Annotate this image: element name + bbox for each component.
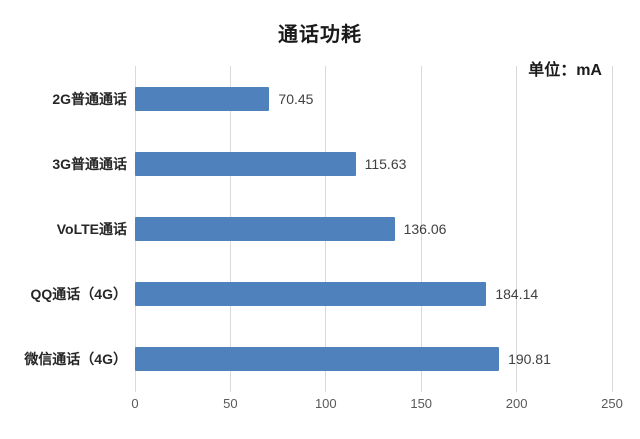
chart-title: 通话功耗 (278, 24, 362, 46)
x-tick-label: 50 (223, 396, 238, 411)
value-label: 136.06 (403, 221, 447, 237)
category-label: VoLTE通话 (56, 221, 127, 237)
plot-area: 70.45 115.63 136.06 184.14 190.81 (134, 66, 613, 392)
value-label: 190.81 (508, 351, 551, 368)
gridline (611, 66, 613, 392)
bar-row: 70.45 (135, 66, 612, 131)
category-label: 3G普通通话 (52, 155, 127, 172)
category-label: 2G普通通话 (52, 90, 127, 107)
bar-row: 184.14 (135, 262, 612, 327)
value-label: 184.14 (495, 286, 539, 303)
bar (135, 217, 395, 241)
gridline (420, 66, 422, 392)
bar-row: 136.06 (135, 196, 612, 261)
x-tick-label: 100 (314, 396, 337, 411)
x-tick-label: 150 (410, 396, 433, 411)
x-tick-label: 200 (505, 396, 528, 411)
gridline (516, 66, 518, 392)
category-label: QQ通话（4G） (30, 286, 127, 303)
unit-label: 单位：mA (528, 62, 602, 79)
bar-rows: 70.45 115.63 136.06 184.14 190.81 (135, 66, 612, 392)
x-tick-label: 250 (601, 396, 623, 411)
category-axis: 2G普通通话 3G普通通话 VoLTE通话 QQ通话（4G） 微信通话（4G） (0, 66, 127, 392)
x-axis: 0 50 100 150 200 250 (131, 396, 622, 414)
bar (135, 86, 270, 111)
bar (135, 151, 356, 176)
bar (135, 282, 487, 307)
category-label: 微信通话（4G） (24, 351, 127, 368)
x-tick-label: 0 (131, 396, 139, 411)
value-label: 70.45 (278, 90, 314, 107)
bar-row: 190.81 (135, 327, 612, 392)
value-label: 115.63 (364, 155, 407, 172)
bar-row: 115.63 (135, 131, 612, 196)
bar (135, 347, 500, 372)
